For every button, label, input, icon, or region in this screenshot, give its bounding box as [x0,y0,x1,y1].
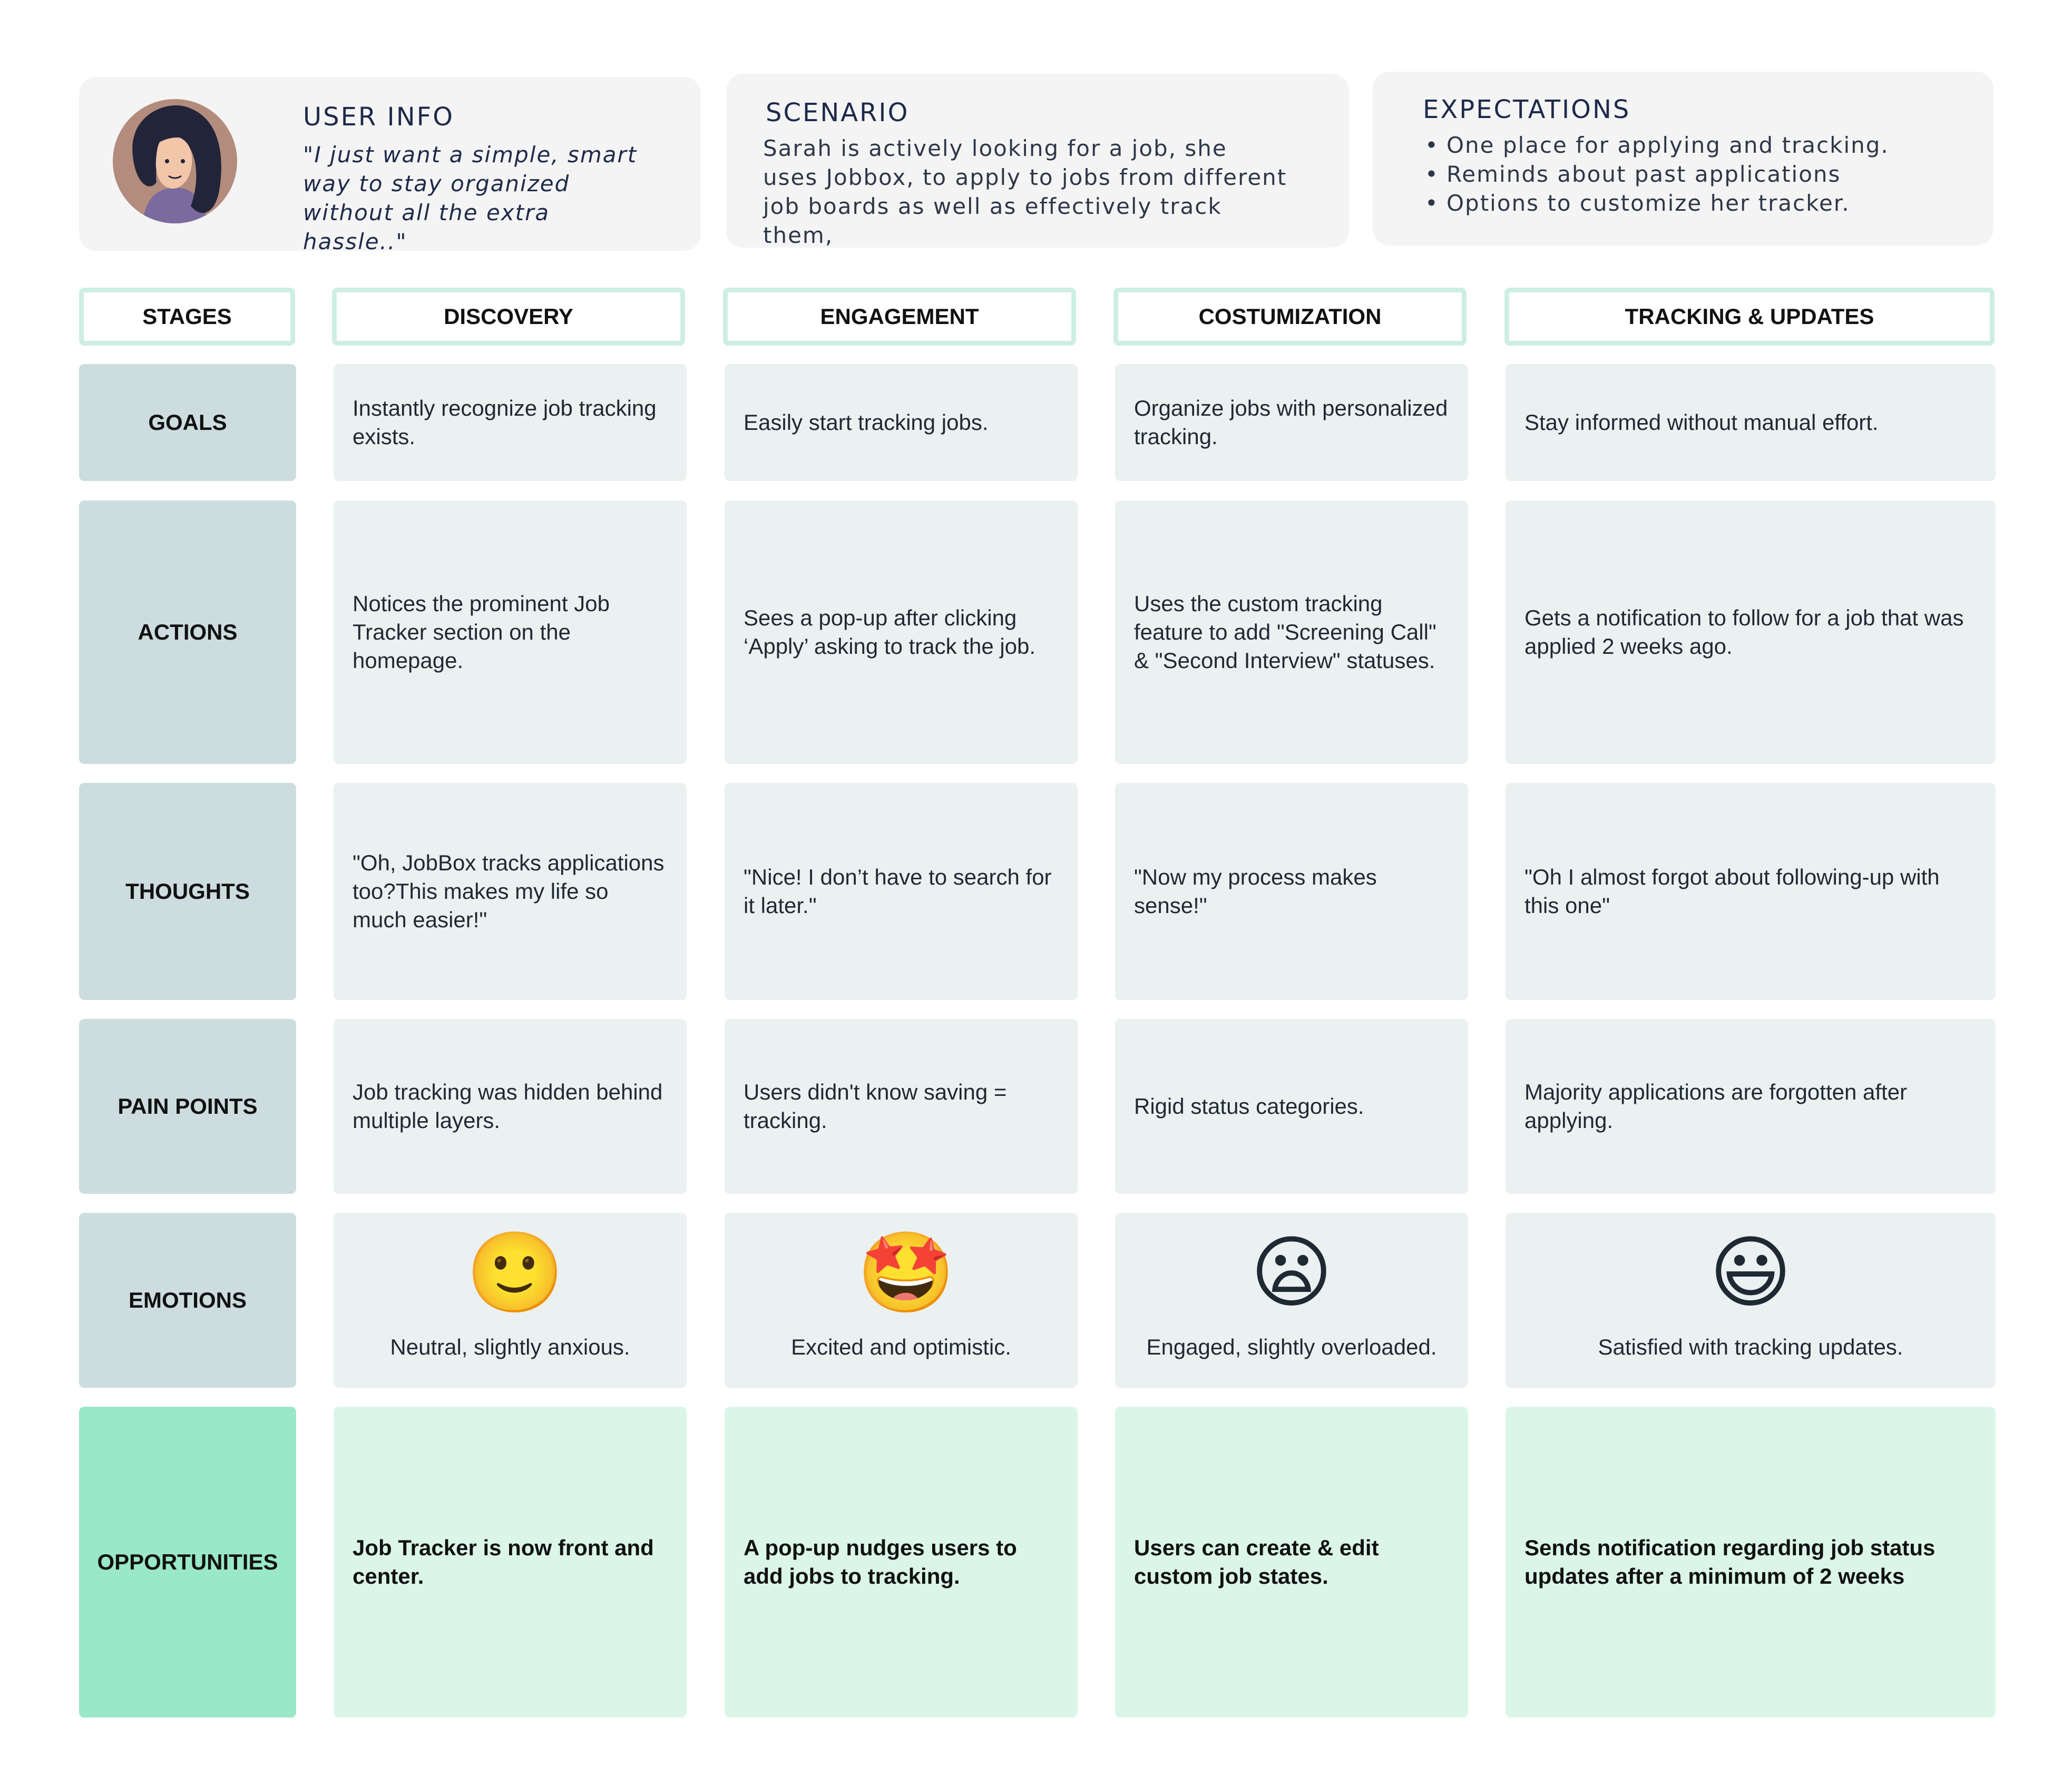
thoughts-discovery: "Oh, JobBox tracks applications too?This… [334,783,687,1000]
stages-header: STAGES [79,288,295,346]
emotion-engagement: 🤩 Excited and optimistic. [725,1213,1078,1388]
thoughts-tracking: "Oh I almost forgot about following-up w… [1506,783,1996,1000]
slightly-smiling-face-icon: 🙂 [466,1227,564,1319]
thoughts-engagement: "Nice! I don’t have to search for it lat… [725,783,1078,1000]
goals-engagement: Easily start tracking jobs. [725,364,1078,481]
expectations-list: One place for applying and tracking. Rem… [1423,131,1981,218]
opportunity-customization: Users can create & edit custom job state… [1115,1407,1468,1718]
row-label-opportunities: OPPORTUNITIES [79,1407,296,1718]
pain-tracking: Majority applications are forgotten afte… [1506,1019,1996,1194]
expectations-heading: EXPECTATIONS [1423,95,1631,124]
user-info-heading: USER INFO [303,102,454,132]
thoughts-customization: "Now my process makes sense!" [1115,783,1468,1000]
actions-discovery: Notices the prominent Job Tracker sectio… [334,501,687,764]
emotion-tracking: 😃 Satisfied with tracking updates. [1506,1213,1996,1388]
expectation-item: Options to customize her tracker. [1423,189,1981,218]
row-label-goals: GOALS [79,364,296,481]
row-label-emotions: EMOTIONS [79,1213,296,1388]
emotion-text: Excited and optimistic. [791,1335,1011,1359]
goals-customization: Organize jobs with personalized tracking… [1115,364,1468,481]
user-info-quote: "I just want a simple, smart way to stay… [303,142,638,254]
stage-customization: COSTUMIZATION [1113,288,1467,346]
user-info-card: USER INFO "I just want a simple, smart w… [79,77,701,254]
emotion-discovery: 🙂 Neutral, slightly anxious. [334,1213,687,1388]
stage-tracking-updates: TRACKING & UPDATES [1504,288,1995,346]
actions-engagement: Sees a pop-up after clicking ‘Apply’ ask… [725,501,1078,764]
row-label-pain-points: PAIN POINTS [79,1019,296,1194]
grinning-face-icon: 😃 [1709,1227,1792,1319]
stage-discovery: DISCOVERY [332,288,685,346]
emotion-text: Neutral, slightly anxious. [390,1335,630,1359]
expectation-item: One place for applying and tracking. [1423,131,1981,160]
actions-tracking: Gets a notification to follow for a job … [1506,501,1996,764]
pain-engagement: Users didn't know saving = tracking. [725,1019,1078,1194]
goals-tracking: Stay informed without manual effort. [1506,364,1996,481]
frowning-face-icon: 😦 [1250,1227,1333,1319]
opportunity-engagement: A pop-up nudges users to add jobs to tra… [725,1407,1078,1718]
expectation-item: Reminds about past applications [1423,160,1981,189]
scenario-text: Sarah is actively looking for a job, she… [763,135,1287,248]
star-struck-face-icon: 🤩 [857,1227,955,1319]
actions-customization: Uses the custom tracking feature to add … [1115,501,1468,764]
opportunity-tracking: Sends notification regarding job status … [1506,1407,1996,1718]
opportunity-discovery: Job Tracker is now front and center. [334,1407,687,1718]
expectations-card: EXPECTATIONS One place for applying and … [1373,72,1993,246]
row-label-actions: ACTIONS [79,501,296,764]
avatar [112,93,238,234]
goals-discovery: Instantly recognize job tracking exists. [334,364,687,481]
scenario-card: SCENARIO Sarah is actively looking for a… [726,74,1349,248]
emotion-text: Engaged, slightly overloaded. [1146,1335,1437,1359]
emotion-customization: 😦 Engaged, slightly overloaded. [1115,1213,1468,1388]
pain-discovery: Job tracking was hidden behind multiple … [334,1019,687,1194]
emotion-text: Satisfied with tracking updates. [1598,1335,1903,1359]
stage-engagement: ENGAGEMENT [723,288,1076,346]
pain-customization: Rigid status categories. [1115,1019,1468,1194]
row-label-thoughts: THOUGHTS [79,783,296,1000]
scenario-heading: SCENARIO [766,98,910,127]
